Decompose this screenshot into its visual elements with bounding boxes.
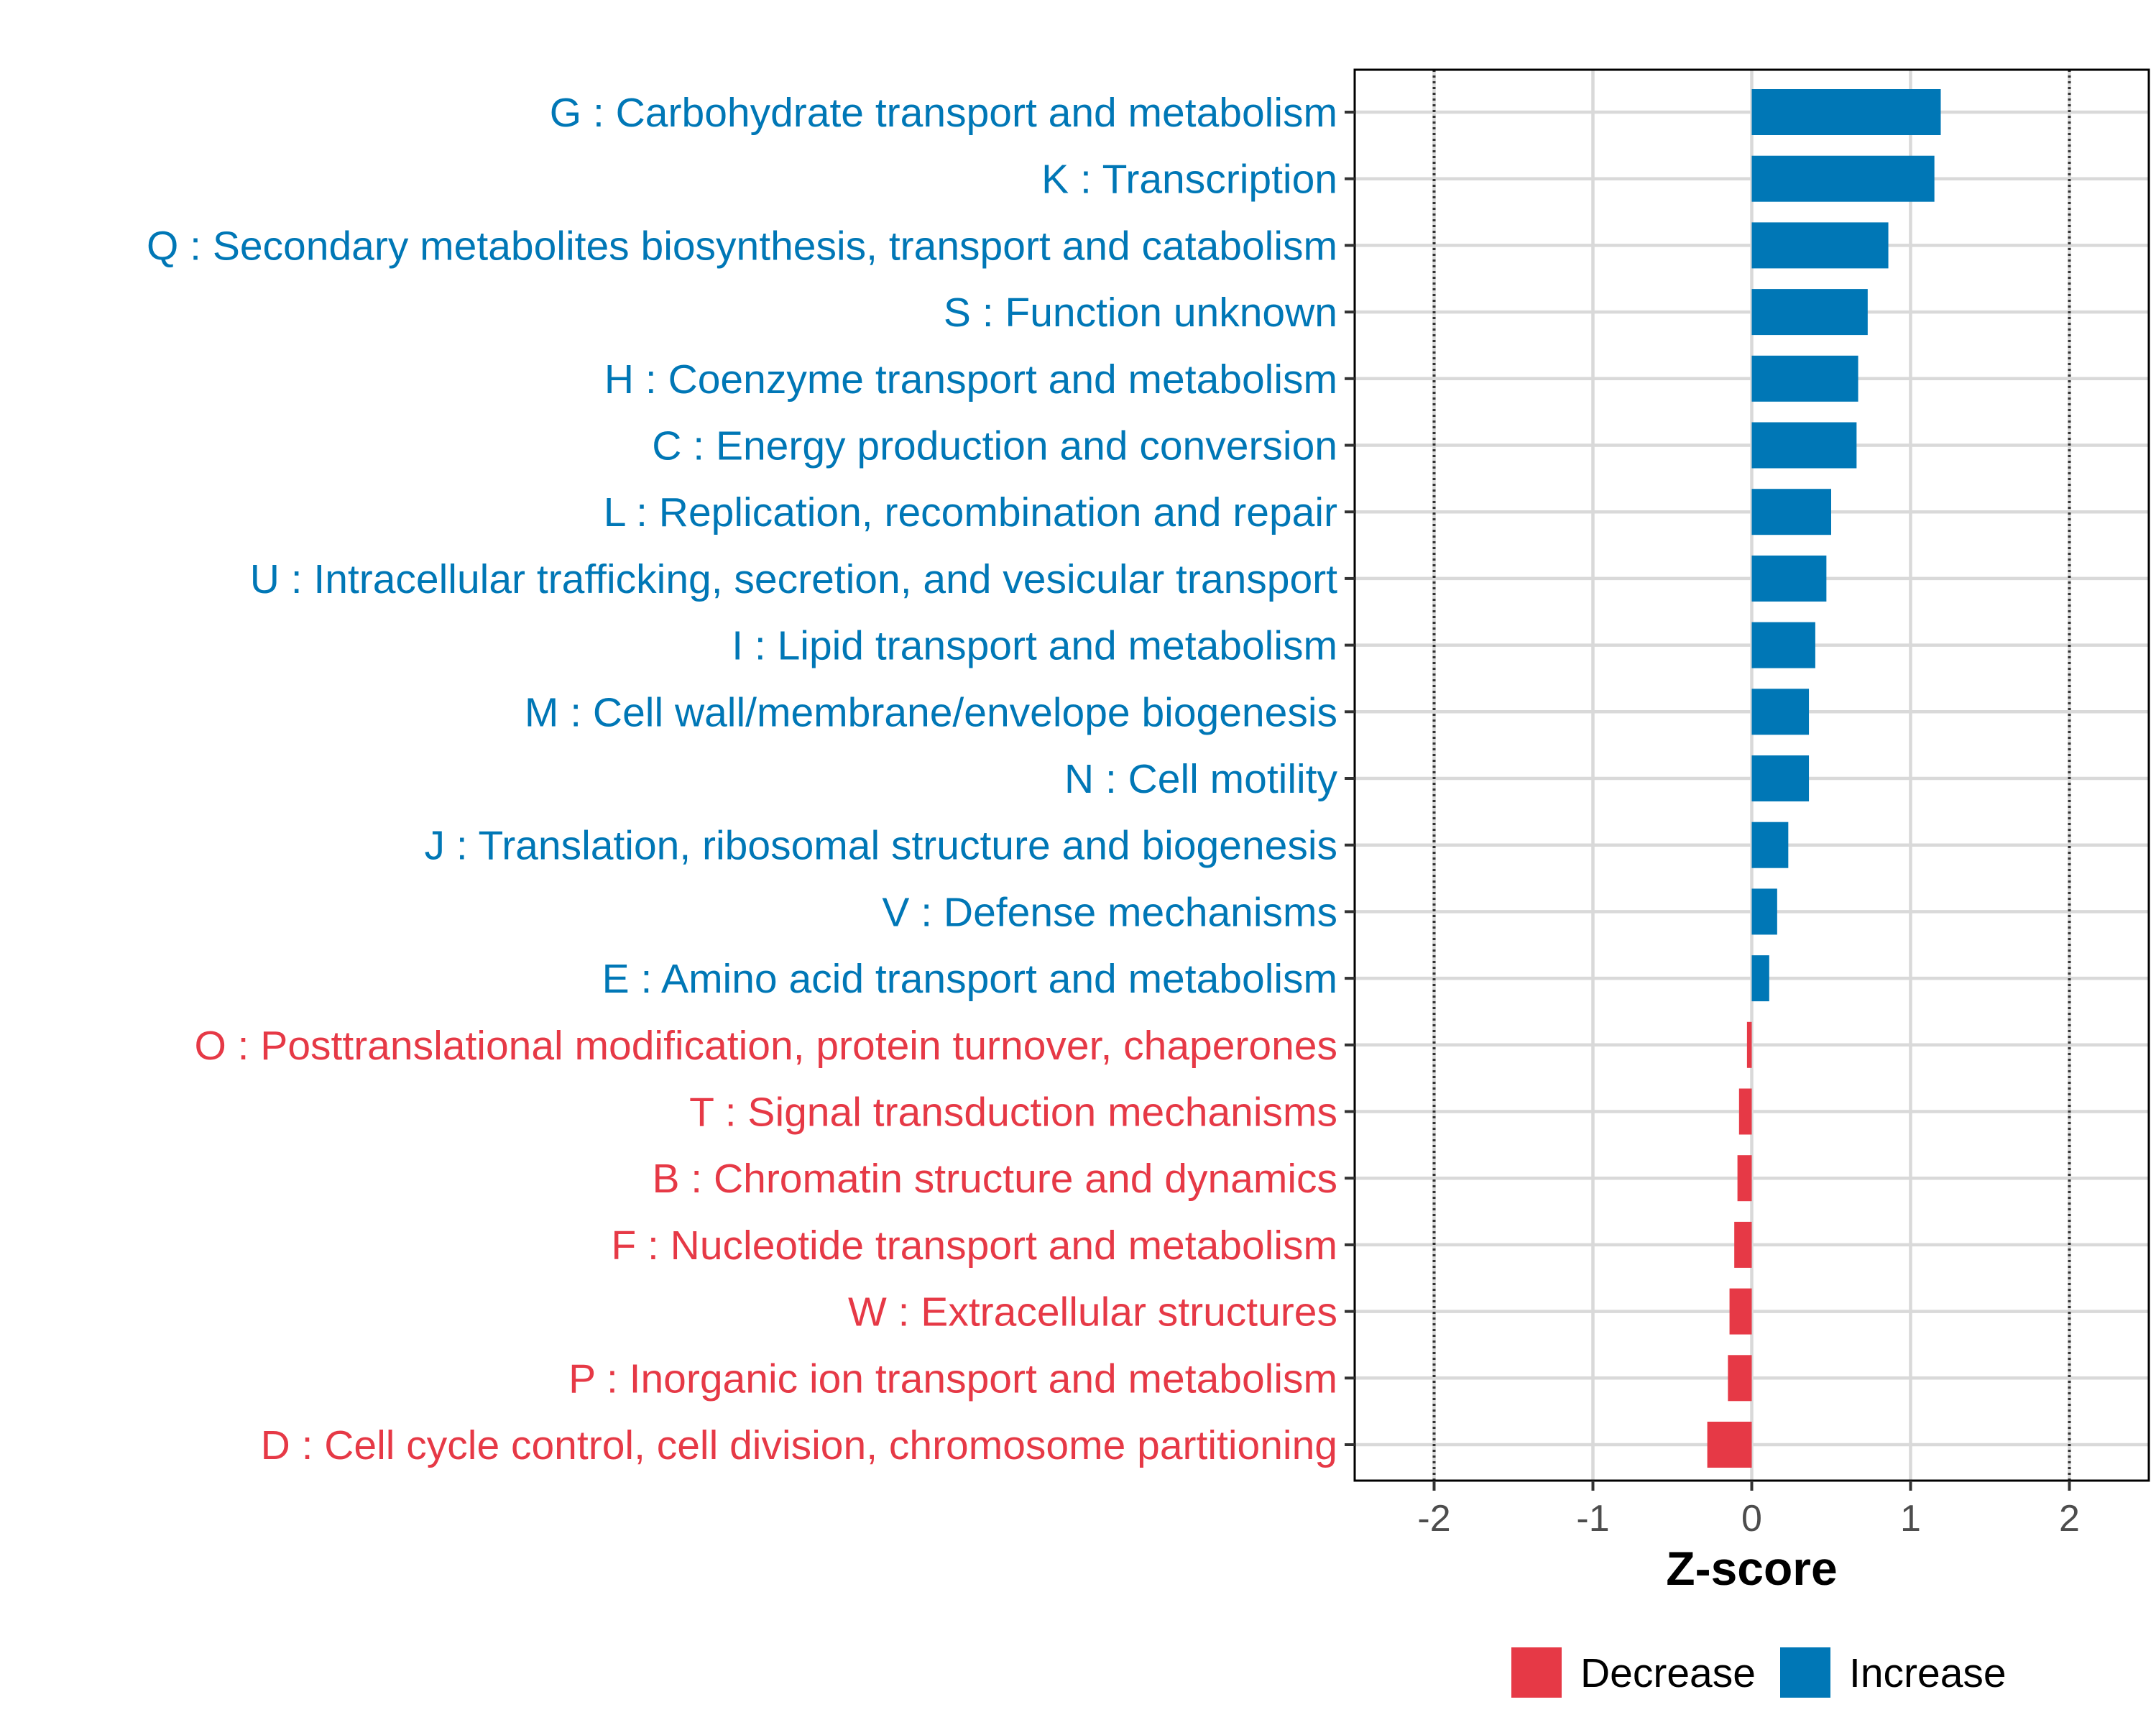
category-label: D : Cell cycle control, cell division, c… [261,1422,1337,1468]
category-labels: G : Carbohydrate transport and metabolis… [147,90,1338,1468]
bar [1751,155,1935,202]
category-label: B : Chromatin structure and dynamics [652,1156,1337,1202]
x-tick-label: -1 [1576,1498,1609,1540]
bar [1751,822,1789,868]
bar [1734,1221,1752,1268]
bar [1751,755,1810,801]
legend-swatch [1511,1647,1562,1698]
bar [1746,1021,1752,1068]
bar [1751,489,1831,535]
x-axis-ticks: -2 -1 0 1 2 [1417,1481,2080,1540]
category-label: G : Carbohydrate transport and metabolis… [550,90,1337,136]
bar [1751,222,1889,269]
x-tick-label: 2 [2059,1498,2080,1540]
category-label: E : Amino acid transport and metabolism [602,956,1337,1002]
category-label: L : Replication, recombination and repai… [604,489,1337,535]
bar [1751,422,1857,469]
legend-label: Decrease [1580,1650,1756,1696]
legend: Decrease Increase [1511,1647,2007,1698]
category-label: P : Inorganic ion transport and metaboli… [568,1356,1337,1402]
bar [1751,555,1827,602]
legend-label: Increase [1849,1650,2007,1696]
bar [1738,1088,1752,1135]
bar [1729,1288,1752,1335]
category-label: W : Extracellular structures [848,1289,1337,1335]
x-axis-title: Z-score [1666,1542,1837,1595]
bar [1751,955,1769,1002]
category-label: F : Nucleotide transport and metabolism [611,1223,1337,1269]
bar [1751,689,1810,735]
x-tick-label: 0 [1741,1498,1762,1540]
bar [1751,888,1777,935]
bar [1707,1422,1752,1468]
category-label: O : Posttranslational modification, prot… [194,1023,1337,1069]
category-label: K : Transcription [1041,157,1337,203]
category-label: T : Signal transduction mechanisms [689,1090,1337,1136]
x-tick-label: -2 [1417,1498,1450,1540]
bar [1751,289,1868,336]
bar [1728,1355,1752,1402]
category-label: J : Translation, ribosomal structure and… [425,823,1337,869]
category-label: Q : Secondary metabolites biosynthesis, … [147,223,1337,269]
y-axis-ticks [1345,111,1355,1446]
category-label: U : Intracellular trafficking, secretion… [250,556,1337,602]
bars [1707,89,1941,1468]
category-label: N : Cell motility [1064,756,1338,802]
category-label: H : Coenzyme transport and metabolism [604,356,1337,402]
category-label: V : Defense mechanisms [882,889,1337,935]
bar [1737,1155,1752,1202]
bar [1751,622,1815,668]
category-label: S : Function unknown [944,290,1337,336]
category-label: C : Energy production and conversion [652,423,1337,469]
category-label: I : Lipid transport and metabolism [732,623,1337,669]
x-tick-label: 1 [1900,1498,1921,1540]
category-label: M : Cell wall/membrane/envelope biogenes… [525,689,1337,735]
bar [1751,89,1941,135]
legend-swatch [1780,1647,1830,1698]
bar [1751,355,1858,402]
